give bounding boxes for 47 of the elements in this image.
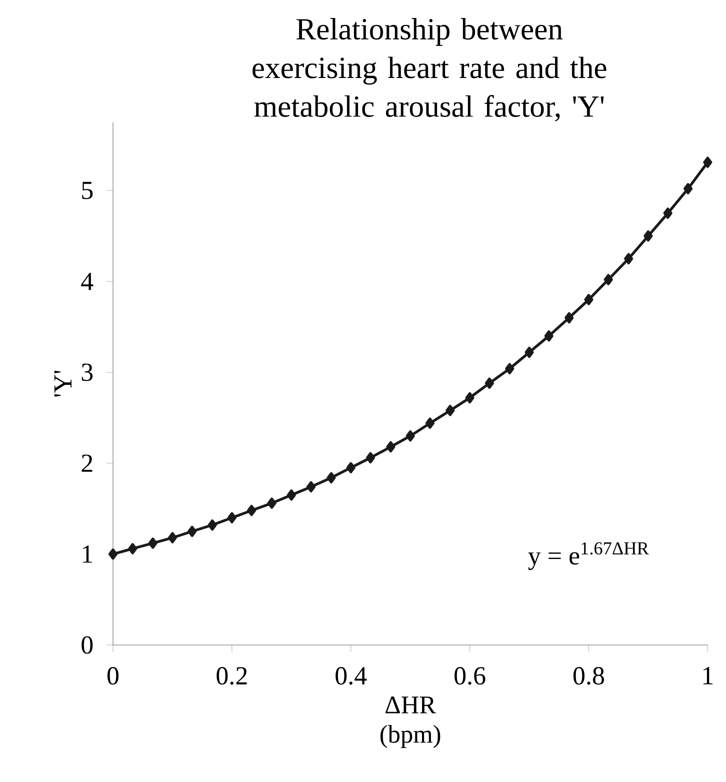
x-tick-label: 0.6	[454, 667, 486, 685]
x-tick-label: 0.4	[336, 667, 367, 685]
y-tick-label: 5	[82, 182, 93, 200]
point	[684, 183, 693, 194]
point	[326, 472, 336, 484]
point	[366, 452, 376, 464]
point	[168, 532, 177, 544]
point	[604, 274, 613, 286]
point	[148, 538, 158, 549]
point	[346, 462, 356, 474]
y-tick-label: 3	[82, 364, 93, 382]
chart-title: Relationship between exercising heart rate and the metabolic arousal factor, 'Y'	[252, 18, 606, 122]
point	[505, 363, 514, 374]
point	[584, 294, 594, 306]
point	[286, 489, 296, 501]
point	[406, 430, 415, 442]
point	[644, 230, 653, 242]
x-tick-label: 0.8	[573, 667, 604, 685]
point	[484, 378, 494, 389]
point	[227, 512, 236, 524]
point	[188, 526, 197, 537]
x-tick-label: 0	[107, 667, 119, 685]
point	[128, 543, 138, 554]
x-tick-label: 1	[703, 667, 713, 684]
point	[663, 208, 672, 219]
y-axis-title: 'Y'	[54, 370, 72, 397]
point	[306, 481, 316, 492]
y-tick-label: 4	[81, 272, 94, 290]
point	[564, 312, 574, 324]
point	[703, 156, 712, 168]
point	[108, 548, 118, 560]
point	[208, 519, 217, 531]
x-tick-label: 0.2	[216, 667, 247, 685]
point	[267, 498, 276, 509]
point	[465, 392, 474, 404]
y-tick-label: 0	[82, 636, 93, 654]
point	[624, 253, 634, 264]
x-axis-title: ΔHR (bpm)	[380, 696, 440, 748]
point	[386, 441, 396, 452]
point	[425, 418, 434, 429]
point	[544, 330, 554, 342]
point	[247, 504, 256, 516]
y-tick-label: 2	[82, 454, 92, 472]
y-tick-label: 1	[82, 546, 92, 563]
point	[446, 404, 455, 416]
annotation: y = e$^{1.67ΔHR}$	[528, 542, 649, 570]
point	[524, 346, 534, 358]
